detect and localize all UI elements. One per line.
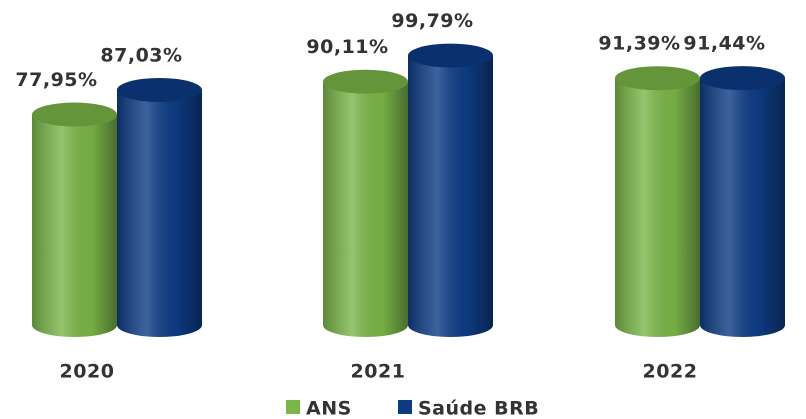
- cylinder-top-shade: [615, 66, 700, 91]
- value-label: 77,95%: [15, 69, 97, 91]
- cylinder-top-shade: [323, 69, 408, 94]
- cylinder-top: [117, 78, 202, 103]
- cylinder-shade: [117, 90, 202, 337]
- legend-swatch: [398, 400, 412, 414]
- cylinder-shade: [32, 114, 117, 337]
- cylinder-shade: [408, 55, 493, 337]
- value-label: 91,44%: [683, 33, 765, 55]
- legend-label: Saúde BRB: [418, 398, 539, 419]
- cylinder-shade: [323, 81, 408, 337]
- x-tick-label: 2022: [643, 361, 698, 383]
- value-label: 99,79%: [391, 10, 473, 32]
- cylinder-shade: [700, 78, 785, 337]
- cylinder-top: [408, 43, 493, 68]
- cylinder-top-shade: [408, 43, 493, 68]
- value-label: 87,03%: [100, 45, 182, 67]
- cylinder-top-shade: [117, 78, 202, 103]
- x-tick-label: 2020: [60, 361, 115, 383]
- legend-swatch: [286, 400, 300, 414]
- x-tick-label: 2021: [351, 361, 406, 383]
- cylinder-top-shade: [32, 102, 117, 127]
- cylinder-top: [700, 66, 785, 91]
- cylinder-top: [323, 69, 408, 94]
- cylinder-top: [32, 102, 117, 127]
- cylinder-top: [615, 66, 700, 91]
- legend-label: ANS: [306, 398, 352, 419]
- cylinder-shade: [615, 78, 700, 337]
- cylinder-top-shade: [700, 66, 785, 91]
- value-label: 90,11%: [306, 36, 388, 58]
- value-label: 91,39%: [598, 33, 680, 55]
